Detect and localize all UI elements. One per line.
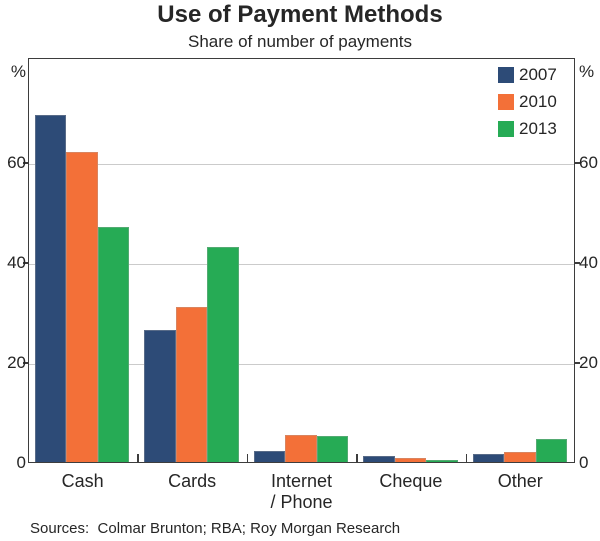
bar-2007-cards [144,329,176,462]
y-axis-unit-right: % [579,62,595,81]
y-tick-label-left: 20 [7,353,26,372]
legend-item-2013: 2013 [498,120,557,138]
y-axis-unit-left: % [10,62,26,81]
chart-title: Use of Payment Methods [157,1,443,28]
x-axis-tick [246,454,249,462]
x-category-label-cards: Cards [168,471,217,491]
legend-swatch-2013 [498,121,514,137]
y-tick-label-right: 0 [579,453,589,472]
legend-swatch-2010 [498,94,514,110]
x-axis-tick [137,454,139,462]
bar-2010-cheque [394,457,427,462]
gridline-20 [29,363,574,365]
bar-2007-cheque [363,455,395,462]
y-tick-label-right: 60 [579,153,598,172]
legend-label-2013: 2013 [519,119,557,138]
y-tick-left-40 [23,262,28,264]
bar-2010-other [504,451,536,462]
y-tick-left-60 [23,162,28,164]
gridline-60 [29,163,574,165]
plot-area [28,58,575,463]
x-category-label-internet: Internet / Phone [270,471,333,512]
legend-swatch-2007 [498,67,514,83]
legend-item-2010: 2010 [498,93,557,111]
legend-label-2010: 2010 [519,92,557,111]
bar-2007-internet [253,450,286,462]
chart-subtitle: Share of number of payments [188,32,412,51]
bar-2007-other [472,454,505,462]
bar-2010-cards [175,307,208,462]
y-tick-right-60 [575,162,580,164]
y-tick-label-right: 40 [579,253,598,272]
bar-2013-other [535,438,568,462]
y-tick-right-40 [575,262,580,264]
bar-2013-internet [316,436,349,462]
y-tick-left-20 [23,362,28,364]
gridline-40 [29,263,574,265]
x-axis-tick [356,454,358,462]
y-tick-label-right: 20 [579,353,598,372]
y-tick-label-left: 60 [7,153,26,172]
y-tick-right-20 [575,362,580,364]
x-category-label-cheque: Cheque [379,471,443,491]
x-category-label-cash: Cash [61,471,104,491]
bar-2010-cash [66,152,98,462]
chart-legend: 2007 2010 2013 [498,66,557,147]
legend-label-2007: 2007 [519,65,557,84]
bar-2013-cash [97,227,130,462]
bar-2013-cards [207,247,239,462]
x-axis-tick [465,454,468,462]
bar-2013-cheque [426,459,458,462]
y-tick-label-left: 40 [7,253,26,272]
y-tick-label-left: 0 [16,453,26,472]
bar-2007-cash [34,114,67,462]
legend-item-2007: 2007 [498,66,557,84]
bar-2010-internet [285,434,317,462]
sources-note: Sources: Colmar Brunton; RBA; Roy Morgan… [30,520,401,537]
x-category-label-other: Other [497,471,543,491]
